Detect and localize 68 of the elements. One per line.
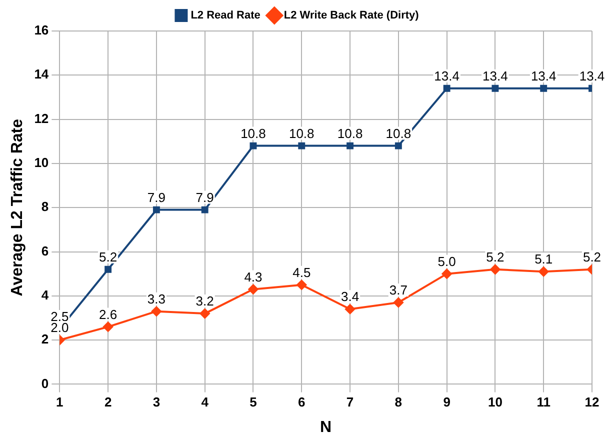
x-tick-label: 9 (443, 394, 450, 410)
x-tick-label: 6 (298, 394, 306, 410)
data-label: 13.4 (530, 68, 556, 84)
point (394, 142, 402, 150)
point (443, 84, 450, 92)
data-label: 3.2 (196, 294, 214, 309)
y-axis-title: Average L2 Traffic Rate (9, 118, 26, 296)
data-label: 3.3 (147, 291, 166, 306)
data-label: 5.2 (582, 249, 602, 264)
y-tick-label: 0 (41, 376, 49, 391)
point (152, 206, 160, 214)
point (250, 142, 257, 150)
data-label: 10.8 (240, 126, 266, 141)
point (104, 266, 112, 273)
data-label: 2.0 (50, 320, 69, 336)
legend-label: L2 Write Back Rate (Dirty) (284, 10, 420, 22)
data-label: 5.2 (99, 249, 118, 264)
data-label: 7.9 (147, 190, 166, 205)
data-label: 2.6 (99, 306, 118, 322)
data-label: 13.4 (434, 68, 460, 84)
data-label: 13.4 (579, 68, 605, 84)
point (298, 142, 306, 150)
data-label: 5.1 (534, 252, 553, 267)
x-tick-label: 8 (394, 394, 402, 410)
data-label: 5.2 (486, 249, 504, 264)
point (393, 298, 404, 308)
y-tick-label: 4 (41, 287, 50, 302)
point (540, 84, 548, 92)
data-label: 4.5 (292, 264, 311, 280)
x-tick-label: 11 (536, 394, 550, 410)
x-tick-label: 2 (104, 394, 112, 410)
x-tick-label: 7 (346, 394, 354, 410)
data-label: 3.7 (389, 282, 408, 298)
x-tick-label: 5 (250, 394, 257, 410)
x-tick-label: 10 (488, 394, 502, 410)
x-tick-label: 1 (56, 394, 64, 410)
point (200, 308, 210, 319)
x-axis-title: N (320, 418, 332, 436)
point (296, 280, 307, 290)
y-tick-label: 12 (34, 110, 49, 126)
y-tick-label: 14 (34, 66, 50, 82)
data-label: 10.8 (337, 126, 363, 141)
y-tick-label: 8 (41, 199, 49, 214)
data-label: 13.4 (482, 68, 508, 84)
point (492, 84, 499, 92)
data-label: 10.8 (288, 126, 314, 141)
y-tick-label: 6 (41, 243, 49, 258)
point (151, 306, 162, 316)
y-tick-label: 2 (41, 332, 49, 347)
point (103, 322, 114, 332)
x-tick-label: 12 (584, 394, 600, 410)
point (248, 284, 258, 294)
x-tick-label: 3 (152, 394, 160, 410)
point (490, 264, 500, 274)
x-tick-label: 4 (201, 394, 210, 410)
y-tick-label: 10 (34, 155, 49, 170)
data-label: 3.4 (340, 289, 360, 304)
point (442, 268, 452, 279)
data-label: 10.8 (386, 126, 412, 141)
data-label: 7.9 (196, 190, 214, 205)
point (201, 206, 208, 214)
y-tick-label: 16 (34, 22, 49, 38)
point (346, 142, 354, 150)
legend-label: L2 Read Rate (190, 10, 260, 22)
data-label: 4.3 (244, 269, 262, 284)
point (345, 304, 356, 314)
point (538, 266, 549, 277)
data-label: 5.0 (438, 254, 456, 269)
